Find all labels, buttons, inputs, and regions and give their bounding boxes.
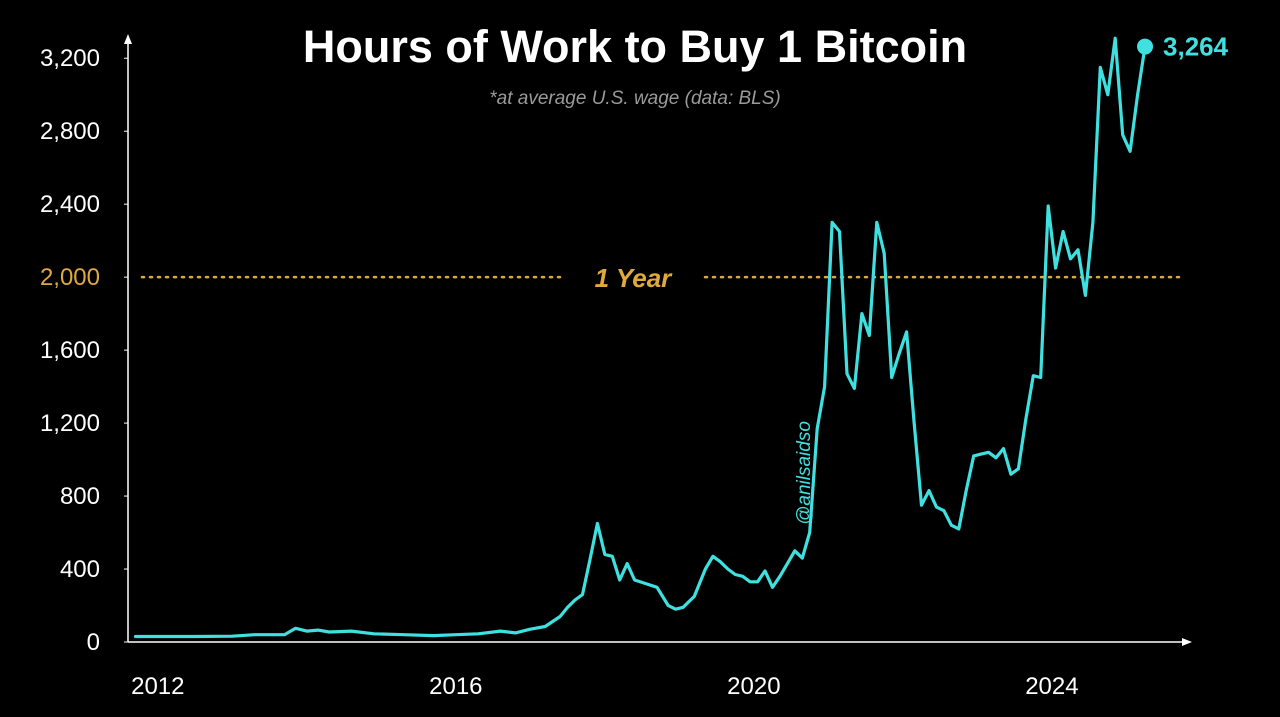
chart-axes xyxy=(124,34,1192,646)
x-axis-arrow-icon xyxy=(1182,638,1192,646)
y-tick-label: 1,200 xyxy=(40,410,100,437)
y-tick-label: 3,200 xyxy=(40,45,100,72)
series-group xyxy=(133,36,1147,639)
watermark: @anilsaidso xyxy=(794,421,815,525)
x-tick-label: 2016 xyxy=(429,673,482,700)
y-tick-label: 2,400 xyxy=(40,191,100,218)
y-tick-labels: 0 400 800 1,200 1,600 2,000 2,400 2,800 3,200 xyxy=(40,45,128,656)
y-tick-label: 400 xyxy=(60,556,100,583)
end-point-marker xyxy=(1137,38,1154,55)
chart-title: Hours of Work to Buy 1 Bitcoin xyxy=(303,21,967,72)
x-tick-labels: 2012 2016 2020 2024 xyxy=(131,673,1078,700)
y-axis-arrow-icon xyxy=(124,34,132,44)
y-tick-label: 2,000 xyxy=(40,264,100,291)
y-tick-label: 800 xyxy=(60,483,100,510)
y-tick-label: 2,800 xyxy=(40,118,100,145)
reference-line-group: 1 Year xyxy=(140,263,1182,293)
end-point-group: 3,264 xyxy=(1137,32,1229,62)
x-tick-label: 2012 xyxy=(131,673,184,700)
series-line xyxy=(133,36,1147,639)
y-tick-label: 0 xyxy=(87,629,100,656)
x-tick-label: 2020 xyxy=(727,673,780,700)
x-tick-label: 2024 xyxy=(1025,673,1078,700)
reference-line-label: 1 Year xyxy=(595,263,674,293)
end-point-label: 3,264 xyxy=(1163,32,1229,62)
chart-subtitle: *at average U.S. wage (data: BLS) xyxy=(489,88,781,109)
y-tick-label: 1,600 xyxy=(40,337,100,364)
